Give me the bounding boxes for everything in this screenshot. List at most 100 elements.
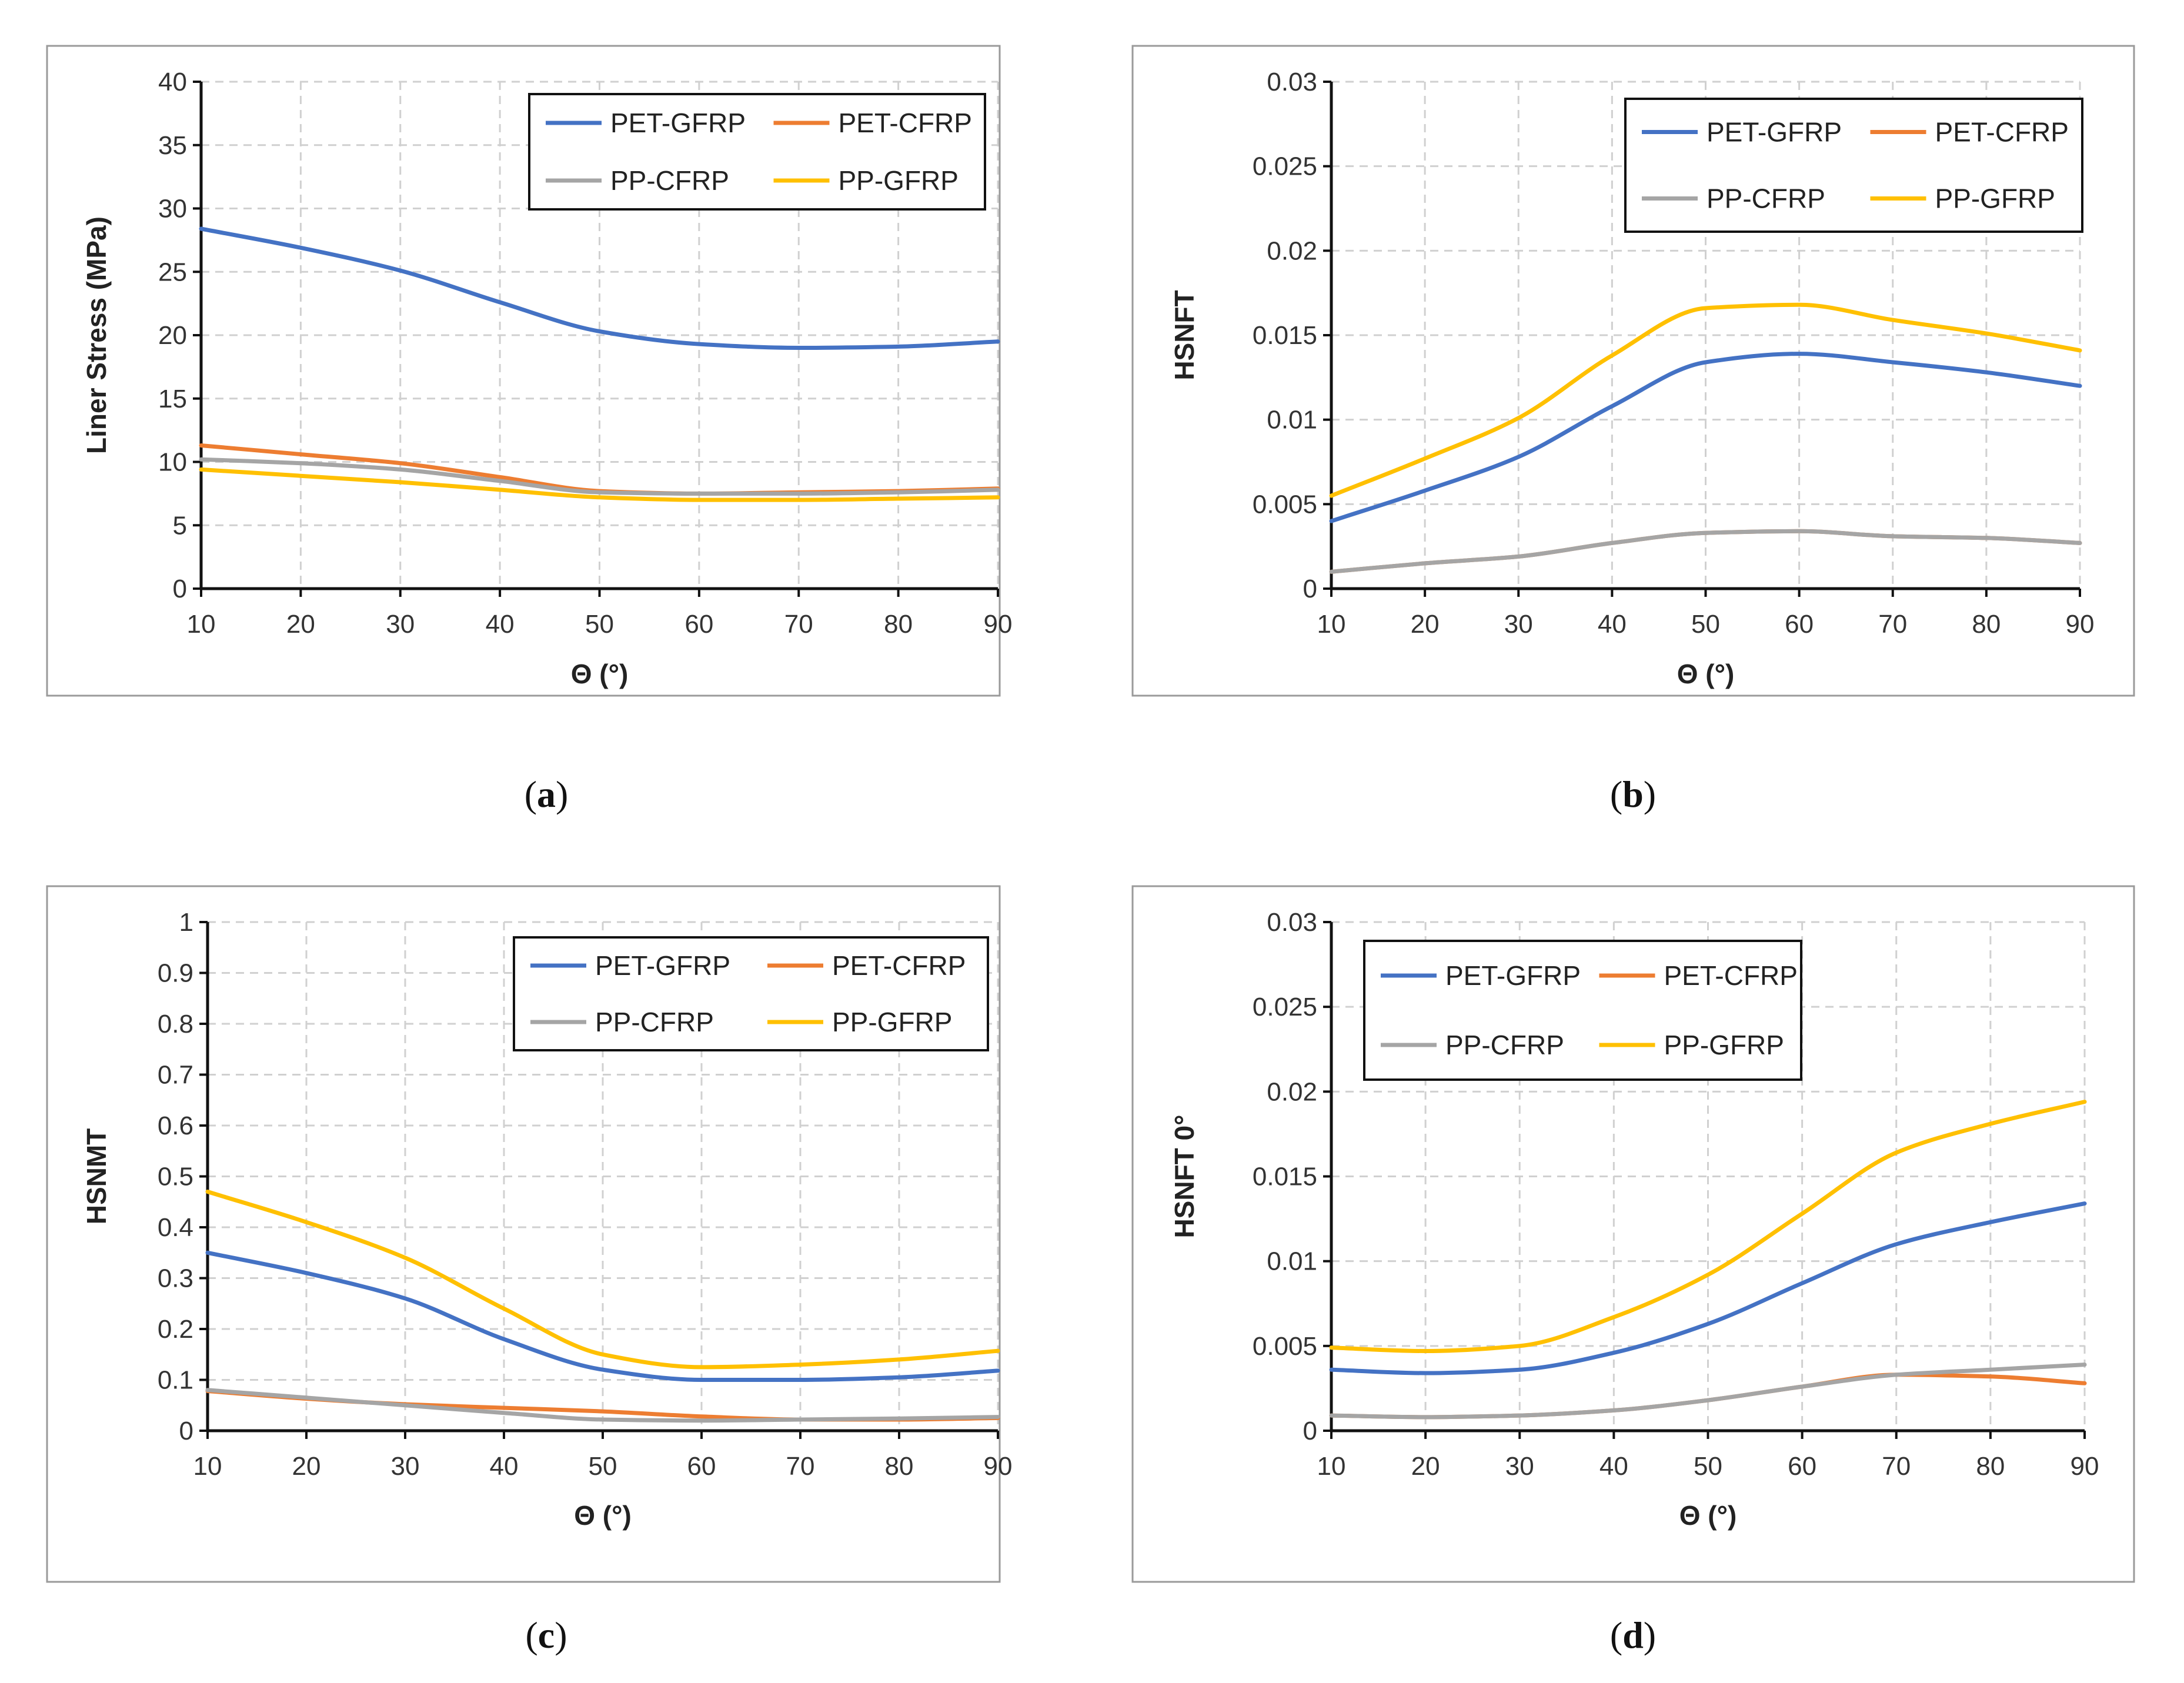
y-tick-label: 20 (158, 321, 187, 350)
series-line-pp-cfrp (205, 1388, 1000, 1423)
series-line-pet-gfrp (199, 226, 1000, 350)
legend-box (513, 936, 989, 1051)
series-lines (205, 1190, 1000, 1423)
x-tick-label: 40 (490, 1452, 519, 1481)
y-tick-label: 0.015 (1253, 321, 1317, 350)
legend-label-pet-cfrp: PET-CFRP (839, 108, 972, 138)
x-tick-label: 50 (1694, 1452, 1722, 1481)
y-tick-label: 0.02 (1267, 1077, 1317, 1106)
y-tick-label: 0.005 (1253, 490, 1317, 519)
legend: PET-GFRP PET-CFRP PP-CFRP PP-GFRP (1363, 940, 1802, 1081)
legend-label-pp-gfrp: PP-GFRP (839, 165, 959, 196)
x-tick-label: 30 (386, 610, 415, 639)
y-tick-label: 0.005 (1253, 1332, 1317, 1361)
legend-label-pp-cfrp: PP-CFRP (610, 165, 729, 196)
legend-label-pet-gfrp: PET-GFRP (1707, 117, 1842, 148)
x-axis-title: Θ (°) (1679, 1500, 1737, 1531)
y-tick-label: 0.03 (1267, 68, 1317, 96)
legend-label-pet-gfrp: PET-GFRP (595, 950, 730, 981)
y-tick-label: 35 (158, 131, 187, 160)
x-tick-label: 30 (1504, 610, 1533, 639)
legend-label-pet-cfrp: PET-CFRP (832, 950, 966, 981)
x-tick-label: 20 (292, 1452, 321, 1481)
y-axis-title: Liner Stress (MPa) (81, 216, 112, 454)
y-axis-title: HSNFT 0° (1169, 1114, 1200, 1238)
y-tick-label: 0.3 (158, 1264, 193, 1293)
series-line-pet-gfrp (1329, 1201, 2087, 1375)
x-tick-label: 20 (1411, 1452, 1440, 1481)
x-tick-label: 80 (1976, 1452, 2005, 1481)
y-axis-title: HSNMT (81, 1128, 112, 1225)
chart-panel-b: 0 0.005 0.01 0.015 0.02 0.025 0.03 10 20 30 40 50 60… (1131, 45, 2135, 815)
x-tick-label: 50 (589, 1452, 617, 1481)
x-tick-label: 90 (2071, 1452, 2099, 1481)
series-line-pp-gfrp (1329, 302, 2082, 498)
legend: PET-GFRP PET-CFRP PP-CFRP PP-GFRP (513, 936, 989, 1051)
y-tick-label: 0.03 (1267, 908, 1317, 937)
caption-close-paren: ) (556, 773, 568, 815)
legend-label-pp-gfrp: PP-GFRP (1664, 1030, 1784, 1060)
series-line-pp-cfrp (199, 457, 1000, 496)
panel-caption: (d) (1610, 1614, 1656, 1656)
y-tick-label: 10 (158, 448, 187, 477)
legend-label-pp-gfrp: PP-GFRP (832, 1007, 952, 1037)
legend-box (1363, 940, 1802, 1081)
x-tick-label: 60 (687, 1452, 716, 1481)
x-axis-title: Θ (°) (571, 659, 629, 689)
series-lines (199, 226, 1000, 502)
x-tick-label: 30 (1505, 1452, 1534, 1481)
x-tick-label: 40 (486, 610, 515, 639)
x-tick-label: 40 (1598, 610, 1627, 639)
caption-letter: b (1622, 773, 1644, 815)
y-tick-label: 40 (158, 68, 187, 96)
legend: PET-GFRP PET-CFRP PP-CFRP PP-GFRP (1624, 98, 2083, 233)
legend-box (1624, 98, 2083, 233)
y-tick-label: 0 (179, 1417, 193, 1445)
y-tick-label: 0.015 (1253, 1163, 1317, 1191)
series-lines (1329, 302, 2082, 574)
y-tick-label: 0.8 (158, 1010, 193, 1038)
y-tick-label: 0.02 (1267, 236, 1317, 265)
x-axis-title: Θ (°) (1677, 659, 1735, 689)
x-tick-label: 10 (193, 1452, 222, 1481)
x-tick-label: 70 (1878, 610, 1907, 639)
chart-panel-a: 0 5 10 15 20 25 30 35 40 10 20 30 40 50 60 70 80 90 Θ (°) L… (46, 45, 1013, 815)
x-tick-label: 70 (1882, 1452, 1911, 1481)
x-tick-label: 70 (786, 1452, 815, 1481)
y-tick-label: 0.01 (1267, 406, 1317, 435)
legend-label-pet-cfrp: PET-CFRP (1935, 117, 2069, 148)
caption-open-paren: ( (525, 773, 537, 815)
series-line-pp-gfrp (199, 467, 1000, 502)
series-lines (1329, 1100, 2087, 1420)
legend-label-pp-gfrp: PP-GFRP (1935, 183, 2055, 214)
y-tick-label: 25 (158, 258, 187, 286)
x-tick-label: 50 (1691, 610, 1720, 639)
panel-caption: (a) (525, 773, 569, 815)
legend: PET-GFRP PET-CFRP PP-CFRP PP-GFRP (528, 93, 986, 211)
series-line-pp-gfrp (205, 1190, 1000, 1370)
legend-box (528, 93, 986, 211)
x-tick-label: 80 (1972, 610, 2001, 639)
y-tick-label: 0.9 (158, 959, 193, 988)
y-tick-label: 1 (179, 908, 193, 937)
legend-label-pet-gfrp: PET-GFRP (1445, 960, 1581, 991)
caption-close-paren: ) (555, 1614, 567, 1656)
y-tick-label: 30 (158, 195, 187, 223)
y-axis-title: HSNFT (1169, 290, 1200, 380)
legend-label-pp-cfrp: PP-CFRP (1707, 183, 1825, 214)
series-line-pet-gfrp (205, 1250, 1000, 1383)
x-tick-label: 60 (1788, 1452, 1816, 1481)
chart-panel-c: 0 0.1 0.2 0.3 0.4 0.5 0.6 0.7 0.8 0.9 1 10 20 30 40 50 6… (46, 885, 1012, 1656)
y-tick-label: 0.4 (158, 1213, 193, 1242)
legend-label-pet-cfrp: PET-CFRP (1664, 960, 1798, 991)
caption-letter: a (537, 773, 556, 815)
caption-close-paren: ) (1644, 1614, 1656, 1656)
x-tick-label: 80 (885, 1452, 914, 1481)
series-line-pp-gfrp (1329, 1100, 2087, 1353)
x-tick-label: 90 (984, 610, 1013, 639)
y-tick-label: 0 (1303, 575, 1317, 603)
y-tick-label: 0.01 (1267, 1247, 1317, 1276)
y-tick-label: 0 (173, 575, 187, 603)
y-tick-label: 0.2 (158, 1315, 193, 1344)
